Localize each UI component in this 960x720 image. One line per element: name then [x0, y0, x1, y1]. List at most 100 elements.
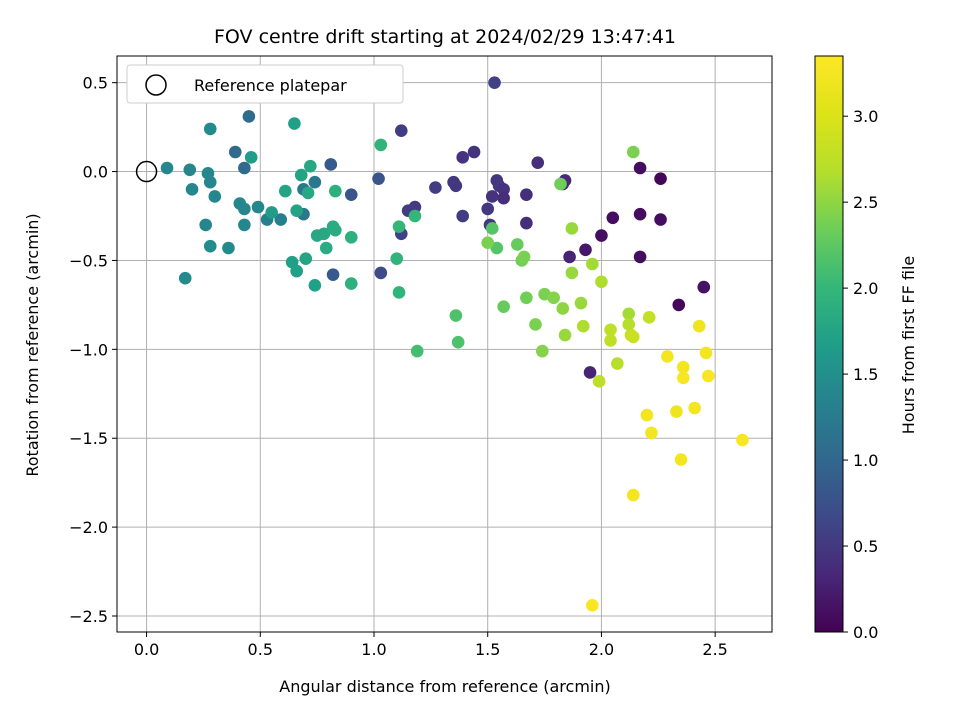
- data-point: [485, 190, 499, 203]
- data-point: [595, 229, 608, 242]
- data-point: [565, 266, 579, 280]
- data-point: [611, 357, 624, 370]
- data-point: [535, 344, 549, 358]
- colorbar-tick-label: 2.5: [853, 193, 878, 212]
- colorbar-label: Hours from first FF file: [899, 256, 918, 435]
- grid: [117, 56, 772, 632]
- data-point: [324, 158, 338, 171]
- data-point: [288, 117, 301, 130]
- data-point: [586, 257, 599, 271]
- data-point: [622, 307, 636, 321]
- data-point: [392, 286, 406, 299]
- scatter-series: [160, 76, 749, 612]
- y-tick-label: 0.5: [83, 74, 108, 93]
- data-point: [488, 76, 501, 89]
- data-point: [556, 302, 570, 315]
- data-point: [456, 151, 469, 164]
- data-point: [654, 172, 667, 185]
- data-point: [645, 426, 658, 440]
- data-point: [481, 236, 495, 249]
- data-point: [510, 238, 524, 251]
- x-tick-label: 1.0: [361, 640, 386, 659]
- data-point: [579, 243, 592, 257]
- data-point: [160, 161, 174, 175]
- data-point: [642, 311, 656, 324]
- data-point: [294, 168, 308, 182]
- data-point: [604, 323, 617, 337]
- data-point: [677, 360, 690, 374]
- data-point: [661, 350, 674, 363]
- data-point: [244, 151, 258, 164]
- data-point: [672, 298, 686, 312]
- data-point: [449, 179, 463, 193]
- colorbar-tick-label: 1.5: [853, 365, 878, 384]
- data-point: [497, 191, 510, 205]
- data-point: [592, 375, 606, 388]
- data-point: [372, 172, 385, 185]
- data-point: [429, 181, 442, 194]
- x-tick-label: 2.0: [589, 640, 614, 659]
- data-point: [565, 222, 579, 235]
- data-point: [688, 401, 701, 415]
- data-point: [238, 161, 251, 175]
- colorbar: 0.0 0.5 1.0 1.5 2.0 2.5 3.0 Hours from first F…: [814, 55, 918, 642]
- data-point: [278, 184, 292, 198]
- colorbar-tick-label: 0.0: [853, 623, 878, 642]
- colorbar-tick-label: 1.0: [853, 451, 878, 470]
- data-point: [626, 330, 640, 344]
- data-point: [329, 184, 342, 198]
- data-point: [274, 213, 288, 226]
- legend-label-reference: Reference platepar: [194, 76, 347, 95]
- data-point: [595, 275, 608, 289]
- data-point: [319, 241, 333, 255]
- data-point: [456, 209, 469, 223]
- data-point: [203, 175, 217, 189]
- data-point: [520, 188, 533, 201]
- data-point: [699, 346, 713, 360]
- data-point: [674, 453, 688, 466]
- data-point: [308, 175, 322, 189]
- colorbar-tick-label: 2.0: [853, 279, 878, 298]
- data-point: [633, 207, 647, 221]
- data-point: [670, 405, 683, 418]
- x-tick-label: 0.5: [248, 640, 273, 659]
- data-point: [290, 204, 303, 217]
- data-point: [622, 318, 636, 331]
- data-point: [677, 371, 690, 385]
- data-point: [329, 223, 342, 237]
- data-point: [702, 369, 715, 383]
- data-point: [408, 209, 422, 223]
- data-point: [265, 206, 278, 219]
- data-point: [183, 163, 197, 177]
- data-point: [576, 319, 590, 333]
- plot-background: [117, 56, 772, 632]
- data-point: [326, 268, 340, 281]
- data-point: [301, 186, 315, 200]
- y-tick-label: −0.5: [69, 251, 108, 270]
- data-point: [626, 145, 640, 159]
- data-point: [697, 280, 711, 294]
- y-tick-label: −2.5: [69, 607, 108, 626]
- data-point: [517, 250, 531, 264]
- data-point: [485, 222, 499, 235]
- data-point: [640, 408, 654, 422]
- reference-point-marker: [135, 160, 158, 183]
- colorbar-ticks: 0.0 0.5 1.0 1.5 2.0 2.5 3.0: [843, 107, 878, 642]
- data-point: [208, 190, 222, 203]
- data-point: [410, 344, 424, 358]
- data-point: [692, 319, 706, 333]
- data-point: [574, 296, 588, 310]
- x-axis-ticks: 0.0 0.5 1.0 1.5 2.0 2.5: [134, 632, 728, 659]
- x-axis-label: Angular distance from reference (arcmin): [279, 677, 610, 696]
- data-point: [467, 145, 481, 159]
- data-point: [586, 599, 599, 612]
- data-point: [251, 200, 265, 214]
- data-point: [558, 328, 572, 342]
- data-point: [583, 366, 597, 379]
- colorbar-tick-label: 0.5: [853, 537, 878, 556]
- data-point: [185, 183, 199, 196]
- data-point: [374, 266, 388, 280]
- data-point: [497, 300, 510, 313]
- data-point: [199, 218, 212, 232]
